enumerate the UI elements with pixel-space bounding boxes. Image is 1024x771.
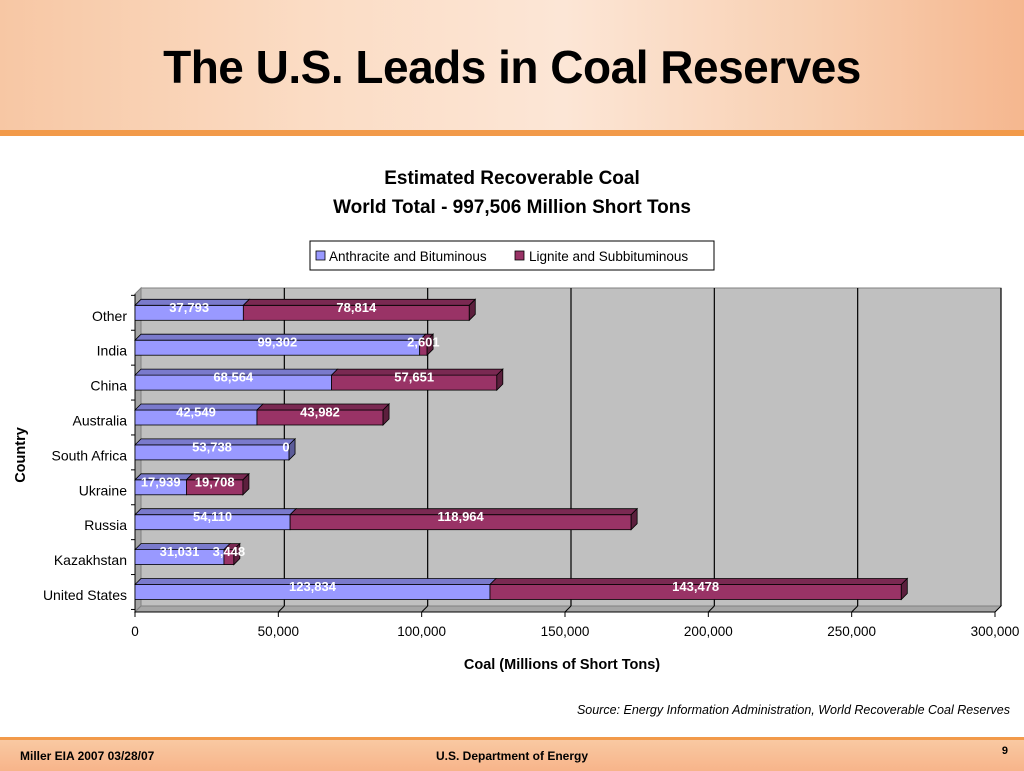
category-label: United States — [43, 587, 127, 603]
bars — [134, 298, 909, 601]
category-label: Australia — [73, 413, 128, 429]
gridline-floor — [277, 605, 285, 613]
category-label: Ukraine — [79, 482, 127, 498]
category-label: South Africa — [52, 447, 128, 463]
legend: Anthracite and Bituminous Lignite and Su… — [309, 240, 715, 271]
y-axis-label: Country — [13, 427, 29, 483]
data-label: 53,738 — [192, 439, 232, 454]
category-label: Russia — [84, 517, 127, 533]
source-note: Source: Energy Information Administratio… — [576, 703, 1010, 717]
category-label: Other — [92, 308, 127, 324]
legend-label-anthracite: Anthracite and Bituminous — [329, 249, 487, 264]
data-label: 78,814 — [336, 300, 377, 315]
bar-end-face — [630, 507, 638, 531]
footer-organization: U.S. Department of Energy — [435, 749, 589, 763]
footer-author-date: Miller EIA 2007 03/28/07 — [20, 749, 155, 763]
category-label: India — [97, 343, 128, 359]
legend-swatch-anthracite — [315, 250, 326, 261]
data-label: 143,478 — [672, 579, 719, 594]
bar-end-face — [496, 368, 504, 392]
legend-box — [309, 240, 715, 271]
y-axis-categories: United States Kazakhstan Russia Ukraine Sout… — [43, 294, 135, 610]
bar-end-face — [382, 403, 390, 426]
header-rule — [0, 130, 1024, 136]
data-label: 42,549 — [176, 405, 216, 420]
bar-end-face — [233, 542, 241, 566]
data-label: 68,564 — [213, 370, 254, 385]
header-banner — [0, 0, 1024, 130]
data-label: 57,651 — [394, 370, 434, 385]
bar-end-face — [242, 472, 250, 496]
x-tick-label: 250,000 — [827, 624, 876, 639]
coal-reserves-chart: Estimated Recoverable Coal World Total -… — [13, 168, 1020, 673]
bar-end-face — [288, 437, 296, 461]
data-label: 118,964 — [437, 509, 484, 524]
data-label: 99,302 — [257, 335, 297, 350]
x-tick-label: 150,000 — [541, 624, 590, 639]
legend-label-lignite: Lignite and Subbituminous — [529, 249, 688, 264]
page-number: 9 — [1001, 745, 1008, 757]
data-label: 2,601 — [407, 335, 440, 350]
page-title: The U.S. Leads in Coal Reserves — [163, 41, 861, 93]
bar-end-face — [426, 333, 434, 357]
x-axis-label: Coal (Millions of Short Tons) — [464, 657, 660, 673]
x-tick-label: 0 — [131, 624, 139, 639]
data-label: 54,110 — [193, 509, 232, 524]
bar-end-face — [900, 577, 908, 601]
bar-end-face — [468, 298, 476, 322]
category-label: China — [90, 378, 127, 394]
data-label: 17,939 — [141, 474, 181, 489]
data-label: 19,708 — [195, 474, 235, 489]
data-label: 43,982 — [300, 405, 340, 420]
chart-title: Estimated Recoverable Coal — [384, 168, 640, 189]
x-tick-label: 200,000 — [684, 624, 733, 639]
data-labels: 123,834 143,478 31,031 3,448 54,110 118,964 17… — [141, 300, 719, 594]
data-label: 0 — [282, 439, 289, 454]
x-tick-label: 300,000 — [971, 624, 1020, 639]
gridline-floor — [564, 605, 572, 613]
footer-bar: Miller EIA 2007 03/28/07 U.S. Department… — [0, 737, 1024, 771]
data-label: 123,834 — [289, 579, 337, 594]
chart-subtitle: World Total - 997,506 Million Short Tons — [333, 197, 691, 218]
gridline-floor — [421, 605, 429, 613]
legend-swatch-lignite — [514, 250, 525, 261]
data-label: 37,793 — [169, 300, 209, 315]
data-label: 3,448 — [213, 544, 246, 559]
x-tick-label: 100,000 — [397, 624, 446, 639]
gridline-floor — [994, 605, 1002, 613]
gridline-floor — [851, 605, 859, 613]
gridline-floor — [707, 605, 715, 613]
x-tick-label: 50,000 — [258, 624, 299, 639]
category-label: Kazakhstan — [54, 552, 127, 568]
data-label: 31,031 — [160, 544, 200, 559]
